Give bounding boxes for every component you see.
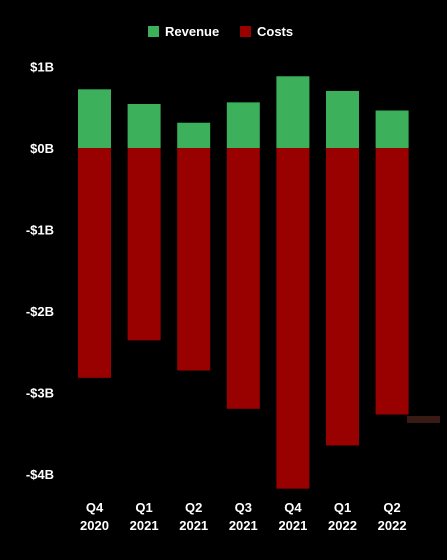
costs-bar [177,148,211,371]
x-tick-label: Q2 2021 [179,500,208,533]
costs-bar [78,148,111,378]
trailing-marker [407,416,440,423]
y-tick-label: $1B [30,60,54,75]
costs-bar [226,148,260,409]
legend-costs-swatch [240,26,251,37]
costs-bar [276,148,310,489]
x-tick-label: Q2 2022 [378,500,407,533]
y-axis: $1B $0B -$1B -$2B -$3B -$4B [26,60,54,483]
costs-bar [127,148,161,341]
bars [78,76,409,489]
y-tick-label: -$2B [26,304,54,319]
costs-bar [326,148,359,446]
x-tick-label: Q3 2021 [229,500,258,533]
x-tick-label: Q4 2021 [278,500,307,533]
y-tick-label: $0B [30,141,54,156]
revenue-bar [276,76,310,148]
revenue-bar [375,110,409,148]
revenue-bar [177,122,211,148]
revenue-bar [326,90,359,148]
revenue-bar [226,102,260,148]
costs-bar [375,148,409,415]
x-tick-label: Q1 2021 [130,500,159,533]
revenue-bar [127,103,161,148]
y-tick-label: -$1B [26,223,54,238]
legend-revenue-label: Revenue [165,24,219,39]
revenue-bar [78,89,111,148]
legend: Revenue Costs [148,24,293,39]
y-tick-label: -$3B [26,386,54,401]
legend-costs-label: Costs [257,24,293,39]
x-axis: Q4 2020 Q1 2021 Q2 2021 Q3 2021 Q4 2021 Q1 2022 Q2 20… [80,500,407,533]
x-tick-label: Q1 2022 [328,500,357,533]
x-tick-label: Q4 2020 [80,500,109,533]
legend-revenue-swatch [148,26,159,37]
y-tick-label: -$4B [26,467,54,482]
